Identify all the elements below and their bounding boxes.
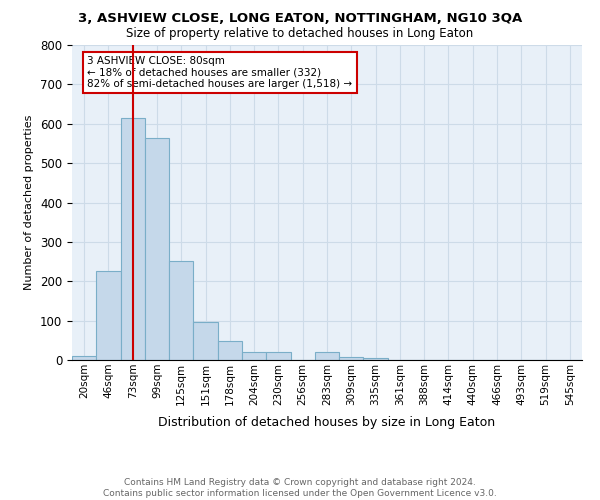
Bar bbox=[96, 272, 121, 360]
Bar bbox=[218, 341, 242, 360]
Bar bbox=[72, 356, 96, 360]
Bar bbox=[169, 261, 193, 360]
Bar bbox=[339, 357, 364, 360]
Text: 3 ASHVIEW CLOSE: 80sqm
← 18% of detached houses are smaller (332)
82% of semi-de: 3 ASHVIEW CLOSE: 80sqm ← 18% of detached… bbox=[88, 56, 352, 89]
Y-axis label: Number of detached properties: Number of detached properties bbox=[25, 115, 34, 290]
X-axis label: Distribution of detached houses by size in Long Eaton: Distribution of detached houses by size … bbox=[158, 416, 496, 429]
Bar bbox=[145, 138, 169, 360]
Text: 3, ASHVIEW CLOSE, LONG EATON, NOTTINGHAM, NG10 3QA: 3, ASHVIEW CLOSE, LONG EATON, NOTTINGHAM… bbox=[78, 12, 522, 26]
Bar bbox=[121, 118, 145, 360]
Bar bbox=[242, 352, 266, 360]
Bar bbox=[315, 352, 339, 360]
Text: Size of property relative to detached houses in Long Eaton: Size of property relative to detached ho… bbox=[127, 28, 473, 40]
Bar bbox=[364, 358, 388, 360]
Bar bbox=[266, 352, 290, 360]
Bar bbox=[193, 322, 218, 360]
Text: Contains HM Land Registry data © Crown copyright and database right 2024.
Contai: Contains HM Land Registry data © Crown c… bbox=[103, 478, 497, 498]
